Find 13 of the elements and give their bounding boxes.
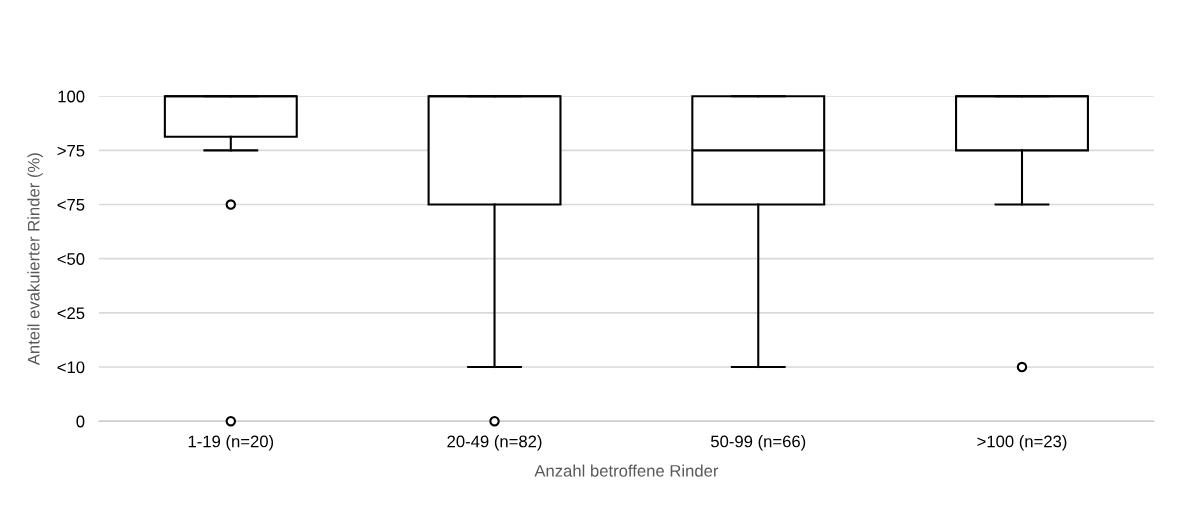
- x-tick-label: >100 (n=23): [977, 435, 1067, 451]
- x-axis-title: Anzahl betroffene Rinder: [534, 464, 719, 477]
- x-tick-label: 1-19 (n=20): [188, 435, 274, 451]
- y-tick-label: >75: [57, 144, 85, 157]
- y-tick-label: 100: [58, 90, 85, 103]
- y-tick-label: 0: [76, 415, 85, 428]
- y-tick-label: <75: [57, 199, 85, 211]
- x-tick-label: 20-49 (n=82): [447, 435, 542, 451]
- y-tick-label: <25: [57, 307, 85, 320]
- x-tick-label: 50-99 (n=66): [710, 435, 806, 451]
- y-axis-title: Anteil evakuierter Rinder (%): [27, 153, 43, 366]
- y-tick-label: <10: [57, 361, 85, 374]
- y-tick-label: <50: [57, 253, 85, 265]
